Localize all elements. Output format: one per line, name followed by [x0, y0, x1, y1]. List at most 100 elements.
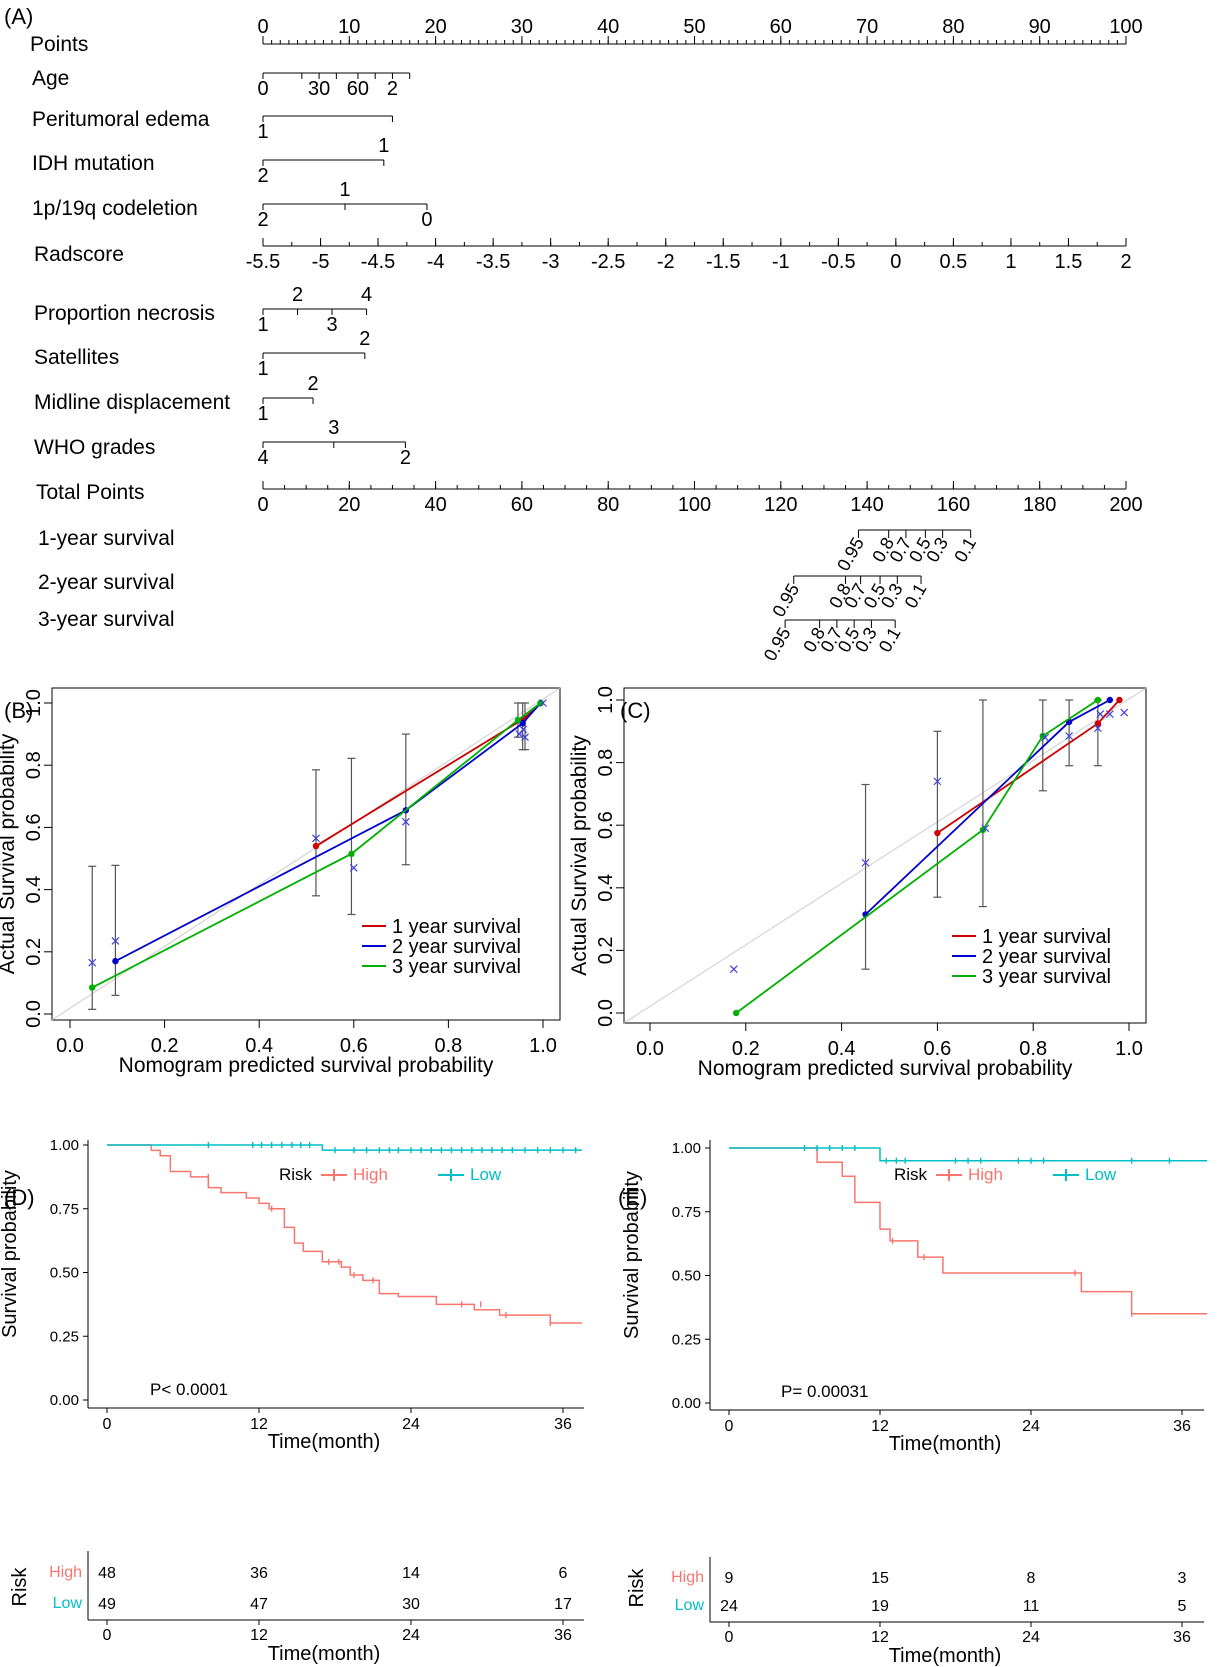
km-plot-d: 0.00 0.25 0.50 0.75 1.00 0 12 24 36 Time(month) Su…	[0, 1137, 584, 1665]
risk-table-cell: 9	[725, 1570, 734, 1587]
calibration-point	[519, 720, 526, 727]
nomogram-row-label: Proportion necrosis	[34, 302, 215, 325]
y-tick-label: 0.75	[672, 1204, 701, 1221]
risk-table-cell: 19	[871, 1598, 889, 1615]
legend-label: 3 year survival	[392, 956, 521, 978]
nomogram-tick-label: 0.95	[833, 534, 868, 574]
nomogram-tick-label: 80	[942, 16, 964, 38]
y-tick-label: 0.8	[595, 749, 617, 777]
risk-table-cell: 36	[250, 1565, 268, 1582]
x-tick-label: 0.8	[1019, 1038, 1047, 1060]
calibration-point	[1116, 696, 1123, 704]
nomogram-tick-label: 0.1	[901, 580, 931, 612]
risk-table-cell: 24	[720, 1598, 738, 1615]
x-tick-label: 0.6	[923, 1038, 951, 1060]
nomogram-row-label: IDH mutation	[32, 152, 155, 175]
panel-label-e: (E)	[618, 1185, 647, 1210]
risk-table-title: Risk	[626, 1568, 648, 1608]
nomogram-tick-label: 4	[361, 284, 372, 306]
x-tick-label: 0	[103, 1416, 112, 1433]
y-tick-label: 0.25	[672, 1331, 701, 1348]
y-tick-label: 0.50	[50, 1265, 79, 1282]
nomogram-tick-label: 0.1	[875, 624, 905, 656]
risk-table-cell: 11	[1023, 1598, 1040, 1615]
calibration-series-line	[735, 699, 1099, 1014]
risk-table-cell: 14	[402, 1565, 420, 1582]
risk-table-cell: 30	[402, 1596, 420, 1613]
risk-table-group-label: High	[49, 1564, 82, 1581]
risk-table-cell: 17	[554, 1596, 572, 1613]
nomogram-tick-label: 30	[511, 16, 533, 38]
legend-label: 2 year survival	[392, 936, 521, 958]
observed-cross-marker	[1041, 733, 1050, 742]
risk-table-cell: 49	[98, 1596, 116, 1613]
x-tick-label: 36	[1173, 1418, 1191, 1435]
nomogram-tick-label: 1	[378, 135, 389, 157]
nomogram-tick-label: -2	[657, 251, 675, 273]
observed-cross-marker	[861, 858, 870, 867]
calibration-point	[1106, 696, 1114, 704]
nomogram-tick-label: 2	[387, 78, 398, 100]
km-plot-e: 0.00 0.25 0.50 0.75 1.00 0 12 24 36 Time(month) Su…	[621, 1140, 1208, 1667]
y-tick-label: 0.75	[50, 1201, 79, 1218]
legend-label: High	[353, 1165, 388, 1184]
nomogram-tick-label: 20	[338, 494, 360, 516]
y-tick-label: 0.6	[23, 813, 45, 841]
y-tick-label: 0.4	[23, 876, 45, 904]
nomogram-tick-label: 100	[678, 494, 711, 516]
observed-cross-marker	[1065, 732, 1074, 740]
observed-cross-marker	[312, 834, 320, 843]
observed-cross-marker	[519, 725, 528, 734]
observed-cross-marker	[729, 965, 738, 974]
nomogram-tick-label: 40	[597, 16, 619, 38]
nomogram-row-label: 1-year survival	[38, 527, 175, 550]
nomogram-tick-label: 2	[257, 165, 268, 187]
p-value-label: P< 0.0001	[150, 1380, 228, 1399]
risk-table-title: Risk	[9, 1567, 31, 1607]
nomogram-tick-label: 1	[257, 314, 268, 336]
x-tick-label: 0	[725, 1418, 734, 1435]
y-axis-label: Actual Survival probability	[0, 733, 19, 974]
nomogram-tick-label: 60	[511, 494, 533, 516]
x-tick-label: 1.0	[1115, 1038, 1143, 1060]
x-tick-label: 1.0	[529, 1035, 557, 1057]
calibration-point	[514, 716, 522, 724]
nomogram-tick-label: -4	[427, 251, 445, 273]
nomogram-row-label: WHO grades	[34, 436, 155, 459]
x-tick-label: 0.0	[56, 1035, 84, 1057]
nomogram-row-label: Satellites	[34, 346, 119, 369]
y-tick-label: 1.0	[23, 689, 45, 717]
observed-cross-marker	[1096, 710, 1105, 719]
risk-table-cell: 8	[1027, 1570, 1036, 1587]
nomogram-row-label: Total Points	[36, 481, 145, 504]
nomogram-tick-label: 2	[359, 328, 370, 350]
nomogram-tick-label: 120	[764, 494, 797, 516]
nomogram-tick-label: 1	[257, 358, 268, 380]
risk-table-x-tick-label: 36	[554, 1627, 572, 1644]
nomogram-tick-label: -5.5	[246, 251, 280, 273]
nomogram-tick-label: -4.5	[361, 251, 395, 273]
nomogram-tick-label: 2	[307, 373, 318, 395]
risk-table-cell: 48	[98, 1565, 116, 1582]
observed-cross-marker	[401, 817, 410, 826]
x-axis-label: Nomogram predicted survival probability	[119, 1054, 494, 1077]
nomogram-tick-label: 1	[257, 121, 268, 143]
nomogram-tick-label: 160	[937, 494, 970, 516]
x-axis-label: Time(month)	[268, 1431, 381, 1453]
legend-title: Risk	[894, 1165, 928, 1184]
calibration-point	[934, 829, 941, 837]
nomogram-tick-label: -2.5	[591, 251, 625, 273]
nomogram-tick-label: 60	[347, 78, 369, 100]
calibration-point	[89, 984, 96, 991]
nomogram-tick-label: -3	[542, 251, 560, 273]
risk-table-x-tick-label: 0	[725, 1629, 734, 1646]
nomogram-tick-label: 2	[400, 447, 411, 469]
nomogram-tick-label: 0.3	[877, 580, 907, 612]
observed-cross-marker	[539, 699, 547, 707]
risk-table-x-axis-label: Time(month)	[268, 1643, 381, 1665]
risk-table-cell: 3	[1178, 1570, 1187, 1587]
y-axis-label: Survival probability	[621, 1171, 643, 1339]
legend-label: Low	[1085, 1165, 1117, 1184]
nomogram-tick-label: 2	[1120, 251, 1131, 273]
